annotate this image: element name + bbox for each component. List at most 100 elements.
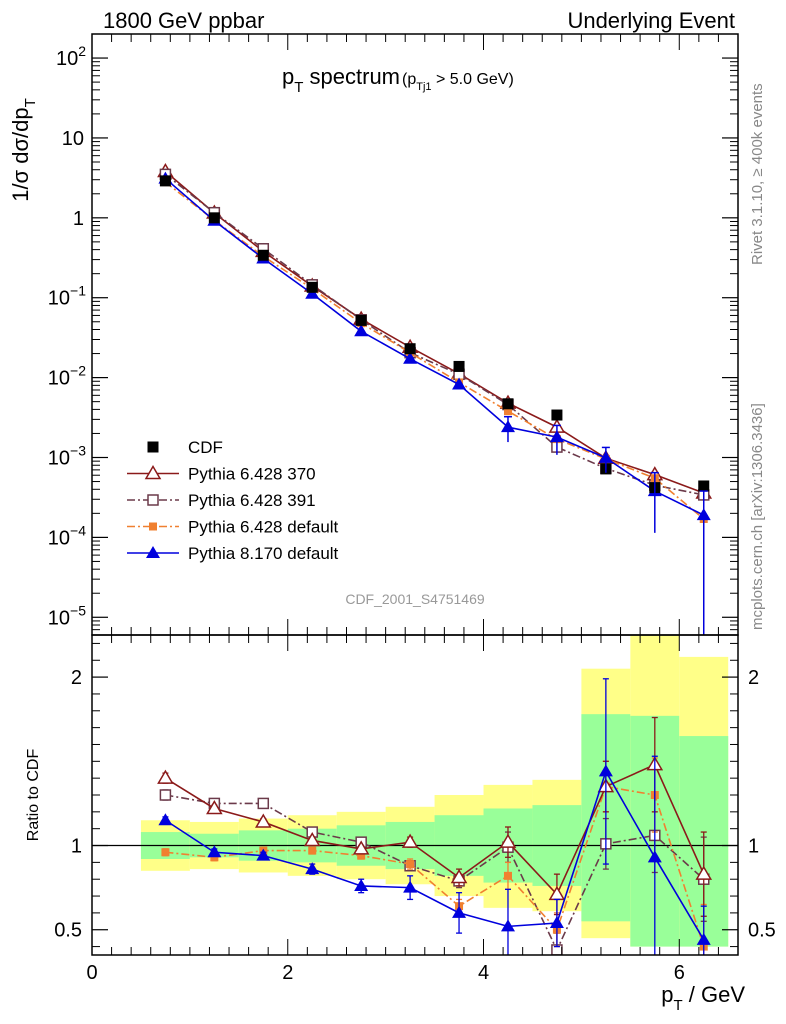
plot-title: pT spectrum (pTj1 > 5.0 GeV): [282, 64, 514, 96]
main-ytick-label: 102: [56, 43, 86, 70]
ratio-point-p8: [256, 848, 271, 861]
main-line-p8: [164, 177, 705, 516]
ratio-ytick-label-left: 1: [71, 836, 82, 858]
main-point-pdef: [503, 407, 512, 416]
ratio-point-p391: [159, 789, 172, 801]
main-point-cdf: [208, 212, 220, 224]
legend-label-p8: Pythia 8.170 default: [188, 544, 339, 563]
x-axis-label: pT / GeV: [661, 982, 745, 1014]
ratio-point-p8: [305, 862, 320, 875]
axes-layer: 102 10 1 10−1 10−2 10−3 10−4 10−5 0 2 4 6 0.5 0.5 1 1 2 2: [48, 33, 776, 984]
ratio-point-p8: [696, 932, 711, 945]
ratio-point-p8: [403, 880, 418, 893]
ratio-point-p8: [549, 916, 564, 928]
legend-item-cdf: CDF: [147, 438, 223, 457]
ratio-xtick-label: 2: [282, 962, 293, 984]
legend-label-p391: Pythia 6.428 391: [188, 491, 316, 510]
main-ytick-label: 10−5: [48, 602, 86, 629]
main-point-cdf: [502, 398, 514, 410]
header-right: Underlying Event: [567, 8, 735, 33]
ratio-xtick-label: 4: [478, 962, 489, 984]
main-point-cdf: [404, 343, 416, 355]
ratio-point-pdef: [406, 860, 415, 869]
ratio-line-p391: [165, 794, 705, 952]
main-line-p391: [164, 173, 704, 496]
ratio-xtick-label: 6: [674, 962, 685, 984]
ratio-point-p391: [257, 797, 270, 810]
legend-marker-p391: [147, 494, 159, 506]
ratio-point-p8: [500, 919, 515, 932]
legend-item-pdef: Pythia 6.428 default: [127, 518, 339, 537]
analysis-id: CDF_2001_S4751469: [345, 591, 485, 607]
main-ytick-label: 10−1: [48, 283, 86, 310]
ratio-point-pdef: [161, 848, 170, 857]
ratio-point-pdef: [357, 851, 366, 860]
ratio-point-p370: [401, 833, 419, 848]
ratio-point-p8: [452, 905, 467, 918]
ratio-point-p370: [499, 833, 517, 848]
main-ytick-label: 10−4: [48, 522, 86, 549]
main-line-p370: [164, 170, 705, 494]
main-point-cdf: [306, 281, 318, 293]
ratio-ytick-label-right: 1: [748, 836, 759, 858]
legend-label-p370: Pythia 6.428 370: [188, 465, 316, 484]
ratio-series-p8: [158, 678, 711, 955]
legend-marker-cdf: [147, 441, 159, 453]
ratio-point-p370: [206, 799, 223, 815]
ratio-ytick-label-left: 0.5: [54, 920, 82, 942]
ratio-line-p370: [164, 763, 705, 896]
legend-marker-p8: [146, 546, 160, 558]
ratio-point-p370: [695, 865, 713, 880]
legend-label-cdf: CDF: [188, 438, 223, 457]
ratio-point-p370: [450, 869, 468, 884]
main-point-p8: [354, 324, 369, 337]
main-series-p370: [157, 163, 713, 499]
ratio-point-p8: [158, 813, 173, 826]
ratio-frame: [91, 634, 739, 956]
ratio-xtick-label: 0: [86, 962, 97, 984]
main-series-p391: [159, 168, 710, 501]
ratio-point-p370: [352, 840, 370, 855]
ratio-ylabel: Ratio to CDF: [25, 749, 42, 842]
ratio-point-p370: [254, 813, 272, 828]
ratio-point-p370: [157, 769, 174, 784]
main-point-p8: [452, 377, 467, 390]
ratio-point-p8: [354, 878, 369, 891]
legend-marker-p370: [144, 465, 162, 480]
main-point-cdf: [698, 480, 710, 492]
main-series-layer: [157, 163, 713, 635]
ratio-ytick-label-right: 0.5: [748, 920, 776, 942]
ratio-line-p8: [164, 769, 705, 941]
main-point-cdf: [551, 409, 563, 421]
main-point-cdf: [159, 175, 171, 187]
legend-item-p391: Pythia 6.428 391: [127, 491, 316, 510]
main-line-pdef: [164, 181, 705, 520]
ratio-ytick-label-right: 2: [748, 667, 759, 689]
main-point-p8: [403, 351, 418, 364]
main-point-cdf: [453, 360, 465, 372]
main-ytick-label: 1: [73, 208, 84, 230]
ratio-point-pdef: [210, 853, 219, 862]
ratio-point-p370: [303, 831, 321, 847]
main-point-cdf: [355, 314, 367, 326]
header-left: 1800 GeV ppbar: [103, 8, 264, 33]
ratio-ytick-label-left: 2: [71, 667, 82, 689]
rivet-label: Rivet 3.1.10, ≥ 400k events: [749, 83, 766, 265]
ratio-line-pdef: [165, 785, 705, 947]
legend-marker-pdef: [149, 522, 157, 531]
ratio-series-layer: [157, 678, 713, 955]
main-point-cdf: [257, 249, 269, 261]
ratio-point-p8: [207, 845, 222, 858]
main-ylabel: 1/σ dσ/dpT: [8, 98, 39, 202]
legend: CDF Pythia 6.428 370 Pythia 6.428 391 Pythi…: [127, 438, 339, 563]
legend-item-p370: Pythia 6.428 370: [127, 465, 316, 484]
main-ytick-label: 10: [62, 128, 84, 150]
legend-item-p8: Pythia 8.170 default: [127, 544, 339, 563]
main-ytick-label: 10−2: [48, 363, 86, 390]
legend-label-pdef: Pythia 6.428 default: [188, 518, 339, 537]
ratio-point-pdef: [308, 846, 317, 855]
ratio-point-p8: [598, 764, 613, 777]
main-series-cdf: [159, 175, 710, 494]
ratio-point-pdef: [503, 871, 512, 880]
